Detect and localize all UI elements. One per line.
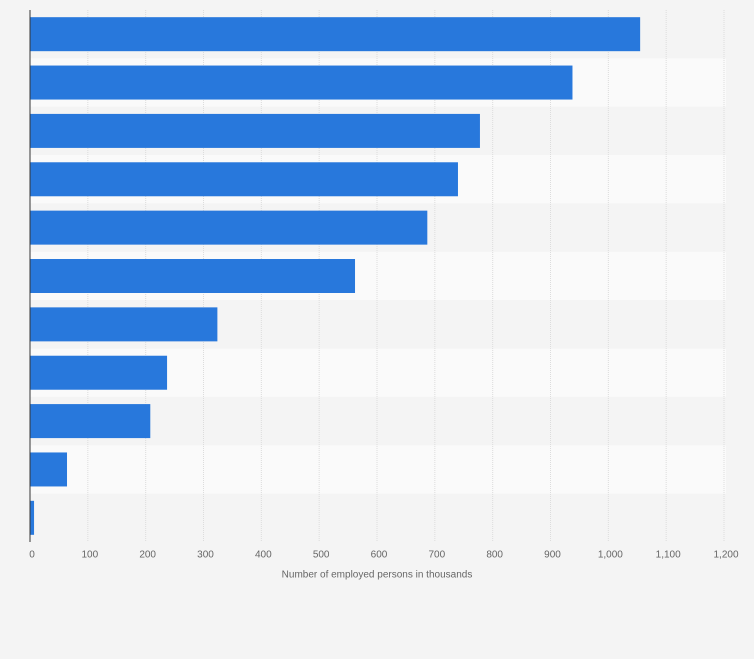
x-tick-label: 200 xyxy=(139,550,156,561)
bar xyxy=(30,65,573,100)
x-tick-label: 800 xyxy=(486,550,503,561)
x-tick-label: 300 xyxy=(197,550,214,561)
x-tick-label: 900 xyxy=(544,550,561,561)
x-tick-label: 500 xyxy=(313,550,330,561)
x-tick-label: 1,000 xyxy=(598,550,623,561)
bar xyxy=(30,259,356,293)
bar xyxy=(30,113,480,148)
row-band xyxy=(30,493,726,542)
bar xyxy=(30,210,428,245)
row-band xyxy=(30,445,726,494)
bar xyxy=(30,452,68,487)
x-tick-label: 400 xyxy=(255,550,272,561)
bar xyxy=(30,404,151,439)
bar xyxy=(30,355,168,390)
bar xyxy=(30,307,218,342)
x-tick-label: 100 xyxy=(81,550,98,561)
x-tick-label: 0 xyxy=(29,550,35,561)
bar xyxy=(30,17,641,52)
x-axis-title: Number of employed persons in thousands xyxy=(282,570,473,581)
x-tick-label: 1,200 xyxy=(713,550,738,561)
x-tick-label: 700 xyxy=(428,550,445,561)
x-tick-label: 600 xyxy=(371,550,388,561)
bar xyxy=(30,162,458,197)
x-tick-label: 1,100 xyxy=(656,550,681,561)
bar xyxy=(30,500,35,535)
